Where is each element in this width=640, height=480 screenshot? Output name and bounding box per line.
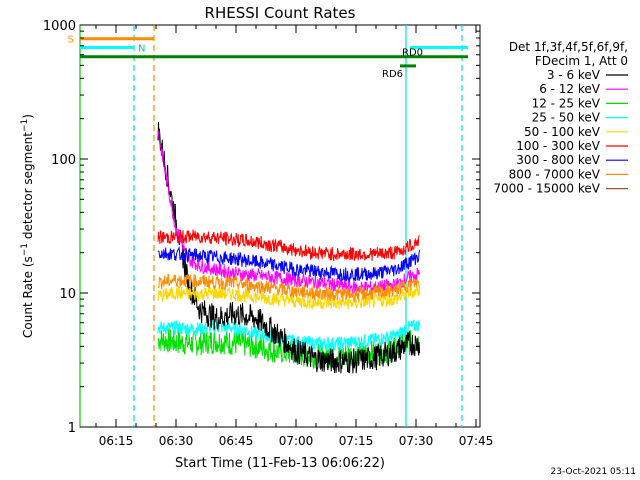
y-tick-label-3: 1000 bbox=[43, 19, 76, 34]
series-layer bbox=[157, 122, 421, 374]
y-axis-ticks: 1 10 100 1000 bbox=[43, 19, 480, 436]
x-tick-label-6: 07:45 bbox=[459, 434, 494, 448]
vertical-marker-lines bbox=[79, 25, 463, 427]
y-axis-label-main: Count Rate (s bbox=[21, 256, 35, 338]
y-axis-label: Count Rate (s−1 detector segment−1) bbox=[20, 114, 35, 338]
legend-label-0: 3 - 6 keV bbox=[547, 68, 601, 82]
x-tick-label-4: 07:15 bbox=[339, 434, 374, 448]
y-tick-label-0: 1 bbox=[68, 421, 76, 436]
x-axis-label: Start Time (11-Feb-13 06:06:22) bbox=[175, 456, 385, 471]
legend-label-3: 25 - 50 keV bbox=[532, 111, 601, 125]
flag-label-3: RD6 bbox=[382, 69, 403, 80]
flag-label-2: RD0 bbox=[402, 48, 423, 59]
y-tick-label-2: 100 bbox=[51, 153, 76, 168]
series-line-4 bbox=[157, 284, 421, 311]
legend-label-4: 50 - 100 keV bbox=[524, 125, 601, 139]
x-tick-label-3: 07:00 bbox=[279, 434, 314, 448]
flag-label-0: S bbox=[68, 35, 74, 46]
series-line-7 bbox=[157, 272, 420, 303]
attenuator-flag-bars: S N RD0 RD6 bbox=[68, 35, 468, 80]
x-axis-ticks: 06:15 06:30 06:45 07:00 07:15 07:30 07:45 bbox=[95, 25, 494, 448]
legend: Det 1f,3f,4f,5f,6f,9f, FDecim 1, Att 0 3… bbox=[493, 40, 628, 196]
x-tick-label-0: 06:15 bbox=[99, 434, 134, 448]
date-stamp: 23-Oct-2021 05:11 bbox=[551, 467, 636, 477]
y-tick-label-1: 10 bbox=[59, 287, 76, 302]
series-line-3 bbox=[157, 319, 421, 352]
y-axis-label-mid: detector segment bbox=[21, 132, 35, 243]
x-tick-label-2: 06:45 bbox=[219, 434, 254, 448]
legend-label-2: 12 - 25 keV bbox=[532, 96, 601, 110]
y-axis-label-end: ) bbox=[21, 114, 35, 119]
legend-label-1: 6 - 12 keV bbox=[539, 82, 601, 96]
legend-label-6: 300 - 800 keV bbox=[516, 153, 600, 167]
x-tick-label-1: 06:30 bbox=[159, 434, 194, 448]
series-line-6 bbox=[157, 245, 421, 283]
legend-label-8: 7000 - 15000 keV bbox=[493, 182, 600, 196]
chart-title: RHESSI Count Rates bbox=[205, 4, 356, 22]
legend-label-7: 800 - 7000 keV bbox=[509, 167, 601, 181]
legend-label-5: 100 - 300 keV bbox=[516, 139, 600, 153]
series-line-0 bbox=[157, 122, 421, 374]
plot-frame bbox=[79, 24, 481, 428]
legend-header-line-1: Det 1f,3f,4f,5f,6f,9f, bbox=[509, 40, 628, 54]
series-line-5 bbox=[157, 229, 420, 262]
y-axis-label-sup1: −1 bbox=[20, 243, 30, 256]
flag-label-1: N bbox=[138, 43, 145, 54]
y-axis-label-sup2: −1 bbox=[20, 119, 30, 132]
legend-header-line-2: FDecim 1, Att 0 bbox=[535, 54, 628, 68]
x-tick-label-5: 07:30 bbox=[399, 434, 434, 448]
